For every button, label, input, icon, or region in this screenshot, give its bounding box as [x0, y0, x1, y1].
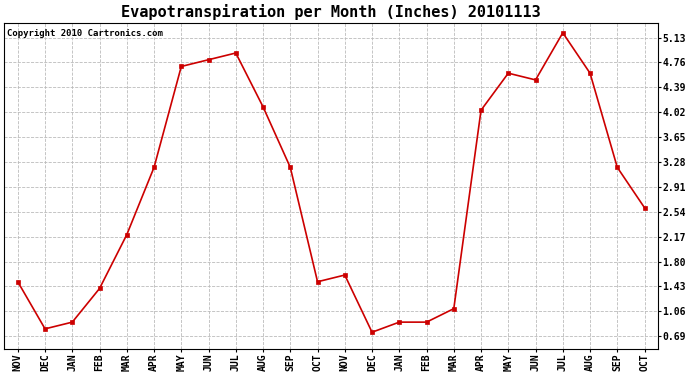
Title: Evapotranspiration per Month (Inches) 20101113: Evapotranspiration per Month (Inches) 20… — [121, 4, 541, 20]
Text: Copyright 2010 Cartronics.com: Copyright 2010 Cartronics.com — [8, 29, 164, 38]
